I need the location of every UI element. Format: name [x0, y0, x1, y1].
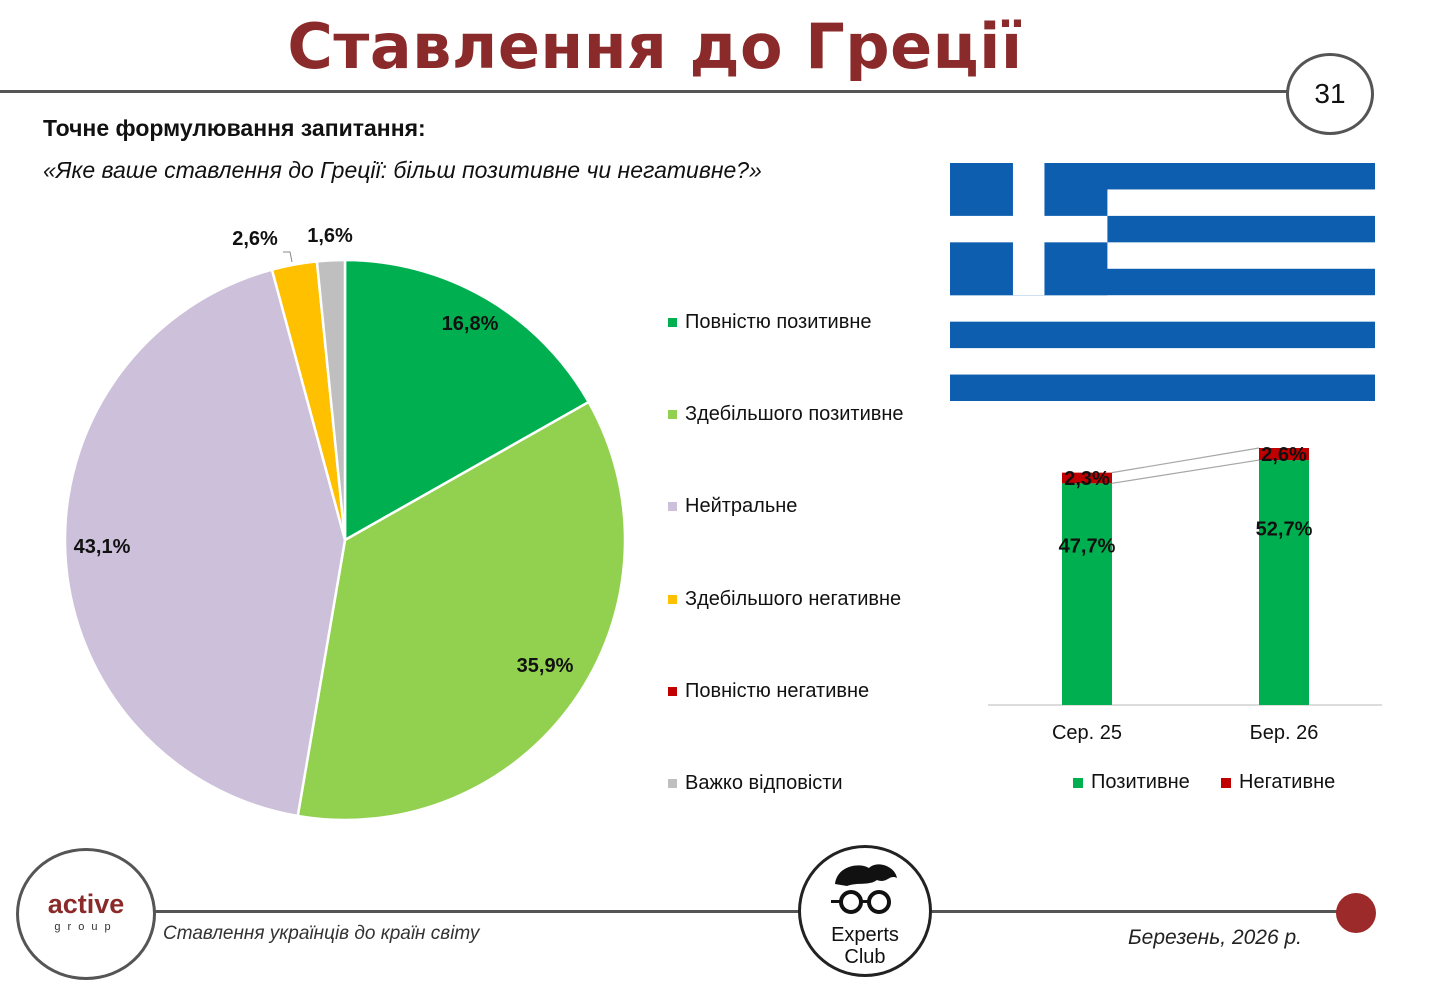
- footer-caption: Ставлення українців до країн світу: [163, 923, 480, 944]
- bar-segment: [1259, 460, 1309, 705]
- bar-data-label: 2,6%: [1261, 444, 1307, 466]
- pie-leader-line: [283, 251, 293, 263]
- legend-label: Здебільшого негативне: [685, 587, 902, 610]
- pie-slice: [63, 268, 347, 818]
- pie-data-label: 43,1%: [74, 536, 131, 558]
- bar-legend-item: Позитивне: [1073, 771, 1190, 794]
- bar-segment: [1062, 483, 1112, 705]
- bar-segment: [1062, 472, 1112, 484]
- pie-labels: 16,8% 35,9% 43,1% 2,6% 1,6%: [74, 225, 574, 677]
- legend-label: Повністю негативне: [685, 679, 870, 702]
- greece-flag-icon: [950, 163, 1375, 401]
- legend-swatch: [1073, 777, 1083, 788]
- pie-data-label: 1,6%: [307, 225, 353, 247]
- bar-data-label: 52,7%: [1256, 519, 1313, 541]
- bottom-divider: [150, 910, 1350, 913]
- page-number: 31: [1314, 78, 1346, 109]
- logo-word-experts: Experts: [831, 924, 899, 946]
- footer-date: Березень, 2026 р.: [1128, 926, 1303, 949]
- question-text: «Яке ваше ставлення до Греції: більш поз…: [43, 157, 762, 183]
- pie-data-label: 35,9%: [517, 655, 574, 677]
- top-divider: [0, 90, 1292, 93]
- legend-swatch: [668, 778, 677, 788]
- experts-club-logo: Experts Club: [798, 845, 932, 977]
- legend-swatch: [668, 501, 677, 511]
- page-title: Ставлення до Греції: [287, 10, 1023, 83]
- glasses-face-icon: [831, 864, 897, 914]
- pie-data-label: 2,6%: [232, 228, 278, 250]
- pie-slice: [315, 258, 347, 541]
- bar-labels: 47,7% 2,3% Сер. 25 52,7% 2,6% Бер. 26: [1052, 444, 1318, 744]
- question-heading: Точне формулювання запитання:: [43, 115, 426, 141]
- pie-data-label: 16,8%: [442, 313, 499, 335]
- pie-slice: [343, 258, 591, 543]
- pie-legend-item: Повністю позитивне: [668, 310, 872, 334]
- pie-chart: 16,8% 35,9% 43,1% 2,6% 1,6%: [63, 225, 627, 822]
- pie-slices: [63, 258, 627, 822]
- legend-label: Позитивне: [1091, 771, 1190, 793]
- pie-legend-item: Важко відповісти: [668, 771, 843, 795]
- legend-swatch: [668, 594, 677, 604]
- series-connector-line: [1111, 459, 1260, 484]
- x-tick-label: Сер. 25: [1052, 722, 1122, 744]
- bar-data-label: 47,7%: [1059, 535, 1116, 557]
- pie-legend-item: Здебільшого позитивне: [668, 402, 904, 426]
- legend-label: Негативне: [1239, 771, 1336, 793]
- legend-swatch: [668, 317, 677, 327]
- bar-marks: [1062, 448, 1309, 705]
- pie-slice: [296, 400, 627, 822]
- logo-word-club: Club: [844, 946, 886, 968]
- legend-label: Важко відповісти: [685, 771, 843, 794]
- pie-legend-item: Нейтральне: [668, 494, 797, 518]
- legend-swatch: [668, 409, 677, 419]
- legend-label: Повністю позитивне: [685, 310, 872, 333]
- series-connector-line: [1111, 447, 1260, 474]
- experts-club-text: Experts Club: [801, 924, 929, 968]
- bar-legend-item: Негативне: [1221, 771, 1335, 794]
- stacked-bar-chart: 47,7% 2,3% Сер. 25 52,7% 2,6% Бер. 26: [988, 444, 1382, 744]
- pie-legend-item: Здебільшого негативне: [668, 587, 901, 611]
- legend-swatch: [668, 686, 677, 696]
- pie-legend-item: Повністю негативне: [668, 679, 869, 703]
- legend-label: Нейтральне: [685, 494, 798, 517]
- bar-segment: [1259, 448, 1309, 461]
- page-number-badge: 31: [1286, 53, 1374, 135]
- footer-dot: [1336, 893, 1376, 933]
- x-tick-label: Бер. 26: [1250, 722, 1319, 744]
- active-group-logo: active group: [16, 848, 156, 980]
- logo-word-active: active: [47, 889, 125, 919]
- bar-data-label: 2,3%: [1064, 468, 1110, 490]
- logo-word-group: group: [54, 921, 118, 933]
- bar-connectors: [988, 447, 1382, 706]
- legend-label: Здебільшого позитивне: [685, 402, 904, 425]
- legend-swatch: [1221, 777, 1231, 788]
